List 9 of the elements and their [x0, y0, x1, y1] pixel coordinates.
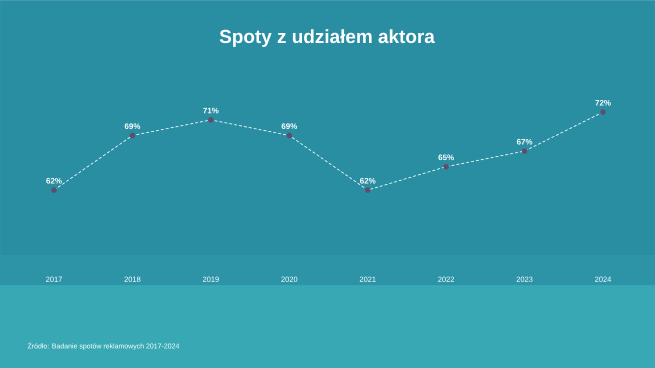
- point: [51, 187, 57, 193]
- chart-title: Spoty z udziałem aktora: [220, 29, 435, 47]
- point: [443, 164, 449, 170]
- point: [130, 132, 136, 138]
- point: [600, 109, 606, 115]
- point: [208, 117, 214, 123]
- point: [286, 132, 292, 138]
- point: [522, 148, 528, 154]
- point: [364, 187, 371, 193]
